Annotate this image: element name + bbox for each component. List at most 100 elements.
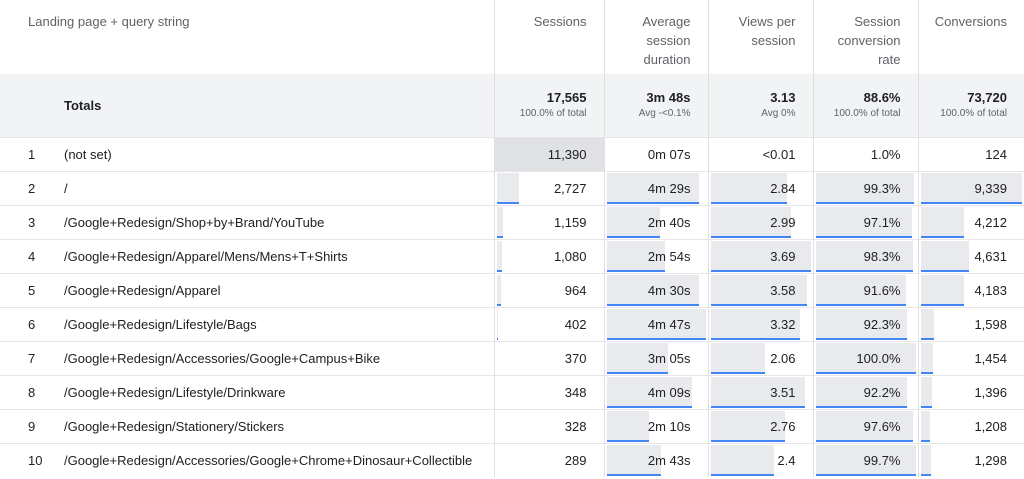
row-dimension-cell: 3/Google+Redesign/Shop+by+Brand/YouTube [0,204,494,239]
row-value-bar [606,376,693,408]
row-sessions-cell: 289 [493,442,604,477]
col-header-views-per-session[interactable]: Views per session [707,0,813,74]
totals-avg-duration: 3m 48s Avg -<0.1% [603,74,708,137]
row-dimension-cell: 4/Google+Redesign/Apparel/Mens/Mens+T+Sh… [0,238,494,273]
row-dimension-cell: 6/Google+Redesign/Lifestyle/Bags [0,306,494,341]
table-row[interactable]: 8/Google+Redesign/Lifestyle/Drinkware 348… [0,374,1024,409]
row-index: 9 [28,418,36,434]
col-header-sessions[interactable]: Sessions [493,0,604,74]
row-sessions-value: 402 [564,316,587,332]
row-value-bar [710,308,801,340]
landing-page-link[interactable]: /Google+Redesign/Lifestyle/Bags [64,316,257,332]
table-row[interactable]: 2/2,727 4m 29s 2.84 99.3% 9,339 [0,170,1024,205]
row-index: 1 [28,146,36,162]
table-row[interactable]: 7/Google+Redesign/Accessories/Google+Cam… [0,340,1024,375]
landing-page-link[interactable]: /Google+Redesign/Shop+by+Brand/YouTube [64,214,325,230]
table-row[interactable]: 3/Google+Redesign/Shop+by+Brand/YouTube 1… [0,204,1024,239]
row-views-value: 3.69 [770,248,796,264]
landing-page-link[interactable]: /Google+Redesign/Apparel [64,282,221,298]
landing-page-link[interactable]: /Google+Redesign/Stationery/Stickers [64,418,285,434]
table-row[interactable]: 4/Google+Redesign/Apparel/Mens/Mens+T+Sh… [0,238,1024,273]
row-conv-cell: 1,208 [917,408,1024,443]
row-value-bar [496,172,519,204]
row-views-value: 3.32 [770,316,796,332]
row-duration-value: 2m 40s [647,214,691,230]
row-conv-cell: 1,598 [917,306,1024,341]
row-index: 2 [28,180,36,196]
row-duration-value: 4m 09s [647,384,691,400]
landing-page-link[interactable]: (not set) [64,146,112,162]
row-rate-value: 1.0% [870,146,901,162]
landing-page-link[interactable]: / [64,180,68,196]
row-views-value: 2.76 [770,418,796,434]
totals-sessions: 17,565 100.0% of total [493,74,604,137]
row-value-bar [920,342,934,374]
row-conv-cell: 1,298 [917,442,1024,477]
table-row[interactable]: 1 (not set) 11,390 0m 07s <0.01 1.0% 124 [0,136,1024,171]
row-value-bar [710,172,787,204]
row-rate-value: 99.3% [863,180,901,196]
row-value-bar [606,444,662,476]
row-conv-value: 1,298 [974,452,1007,468]
row-rate-value: 98.3% [863,248,901,264]
row-rate-cell: 97.1% [812,204,918,239]
row-value-bar [606,274,700,306]
row-conv-cell: 124 [917,136,1024,171]
row-duration-cell: 2m 40s [603,204,708,239]
row-value-bar [920,376,933,408]
row-value-bar [496,274,502,306]
row-rate-value: 91.6% [863,282,901,298]
row-conv-value: 4,183 [974,282,1007,298]
row-sessions-value: 1,080 [553,248,587,264]
totals-label: Totals [0,74,494,137]
row-rate-cell: 98.3% [812,238,918,273]
row-rate-cell: 1.0% [812,136,918,171]
landing-page-link[interactable]: /Google+Redesign/Lifestyle/Drinkware [64,384,286,400]
row-sessions-value: 964 [564,282,587,298]
row-views-value: <0.01 [762,146,796,162]
row-conv-value: 4,212 [974,214,1007,230]
row-value-bar [606,342,669,374]
col-header-landing-page[interactable]: Landing page + query string [28,14,190,29]
row-value-bar [815,206,913,238]
row-index: 5 [28,282,36,298]
row-dimension-cell: 9/Google+Redesign/Stationery/Stickers [0,408,494,443]
table-row[interactable]: 9/Google+Redesign/Stationery/Stickers 328… [0,408,1024,443]
col-header-conversions[interactable]: Conversions [917,0,1024,74]
row-index: 3 [28,214,36,230]
row-duration-cell: 4m 30s [603,272,708,307]
row-duration-cell: 2m 10s [603,408,708,443]
col-header-avg-duration[interactable]: Average session duration [603,0,708,74]
row-views-cell: 2.06 [707,340,813,375]
row-conv-value: 124 [985,146,1007,162]
row-rate-cell: 97.6% [812,408,918,443]
landing-page-link[interactable]: /Google+Redesign/Accessories/Google+Chro… [64,452,473,468]
row-value-bar [920,172,1022,204]
col-header-conversion-rate[interactable]: Session conversion rate [812,0,918,74]
row-duration-cell: 4m 09s [603,374,708,409]
row-value-bar [606,410,649,442]
row-index: 7 [28,350,36,366]
landing-page-link[interactable]: /Google+Redesign/Apparel/Mens/Mens+T+Shi… [64,248,348,264]
row-highlight-bar [494,137,604,171]
row-views-value: 2.99 [770,214,796,230]
row-value-bar [815,342,916,374]
row-conv-value: 1,396 [974,384,1007,400]
table-row[interactable]: 5/Google+Redesign/Apparel 964 4m 30s 3.58 91… [0,272,1024,307]
row-value-bar [496,240,503,272]
row-duration-cell: 4m 47s [603,306,708,341]
row-duration-value: 4m 47s [647,316,691,332]
table-row[interactable]: 6/Google+Redesign/Lifestyle/Bags 402 4m 47… [0,306,1024,341]
row-duration-value: 3m 05s [647,350,691,366]
table-row[interactable]: 10/Google+Redesign/Accessories/Google+Ch… [0,442,1024,477]
row-rate-value: 97.1% [863,214,901,230]
row-sessions-value: 1,159 [553,214,587,230]
row-duration-cell: 0m 07s [603,136,708,171]
landing-page-link[interactable]: /Google+Redesign/Accessories/Google+Camp… [64,350,381,366]
row-sessions-value: 328 [564,418,587,434]
row-value-bar [815,240,914,272]
row-views-cell: 3.51 [707,374,813,409]
row-sessions-value: 289 [564,452,587,468]
row-views-value: 3.51 [770,384,796,400]
